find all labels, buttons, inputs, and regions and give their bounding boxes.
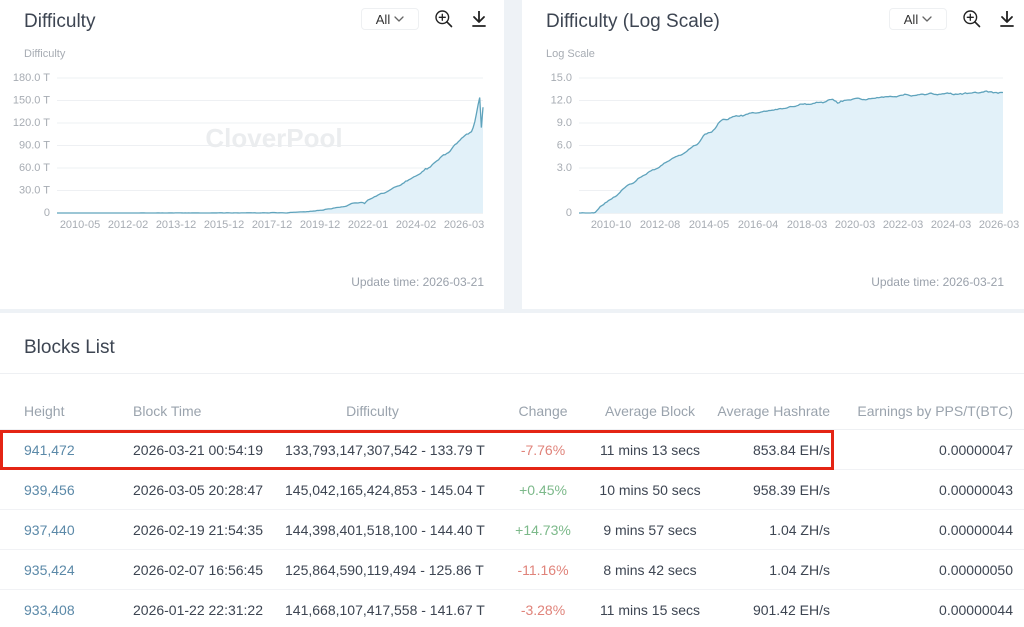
- svg-text:2012-02: 2012-02: [108, 219, 148, 231]
- svg-text:2026-03: 2026-03: [444, 219, 484, 231]
- svg-text:120.0 T: 120.0 T: [13, 117, 50, 129]
- svg-text:2019-12: 2019-12: [300, 219, 340, 231]
- svg-text:2014-05: 2014-05: [689, 219, 729, 231]
- svg-text:60.0 T: 60.0 T: [19, 162, 50, 174]
- svg-text:150.0 T: 150.0 T: [13, 95, 50, 107]
- svg-text:3.0: 3.0: [557, 162, 572, 174]
- svg-text:2012-08: 2012-08: [640, 219, 680, 231]
- svg-text:0: 0: [44, 207, 50, 219]
- svg-text:2017-12: 2017-12: [252, 219, 292, 231]
- svg-text:2010-10: 2010-10: [591, 219, 631, 231]
- svg-text:15.0: 15.0: [551, 72, 572, 84]
- svg-text:2022-03: 2022-03: [883, 219, 923, 231]
- svg-text:2024-03: 2024-03: [931, 219, 971, 231]
- svg-text:2020-03: 2020-03: [835, 219, 875, 231]
- svg-text:30.0 T: 30.0 T: [19, 185, 50, 197]
- svg-text:2024-02: 2024-02: [396, 219, 436, 231]
- svg-text:9.0: 9.0: [557, 117, 572, 129]
- svg-text:2015-12: 2015-12: [204, 219, 244, 231]
- svg-text:90.0 T: 90.0 T: [19, 140, 50, 152]
- svg-text:2010-05: 2010-05: [60, 219, 100, 231]
- svg-text:2026-03: 2026-03: [979, 219, 1019, 231]
- svg-text:12.0: 12.0: [551, 95, 572, 107]
- svg-text:180.0 T: 180.0 T: [13, 72, 50, 84]
- svg-text:CloverPool: CloverPool: [205, 123, 342, 153]
- svg-text:2016-04: 2016-04: [738, 219, 778, 231]
- svg-text:2013-12: 2013-12: [156, 219, 196, 231]
- svg-text:2022-01: 2022-01: [348, 219, 388, 231]
- svg-text:2018-03: 2018-03: [787, 219, 827, 231]
- svg-text:0: 0: [566, 207, 572, 219]
- svg-text:6.0: 6.0: [557, 140, 572, 152]
